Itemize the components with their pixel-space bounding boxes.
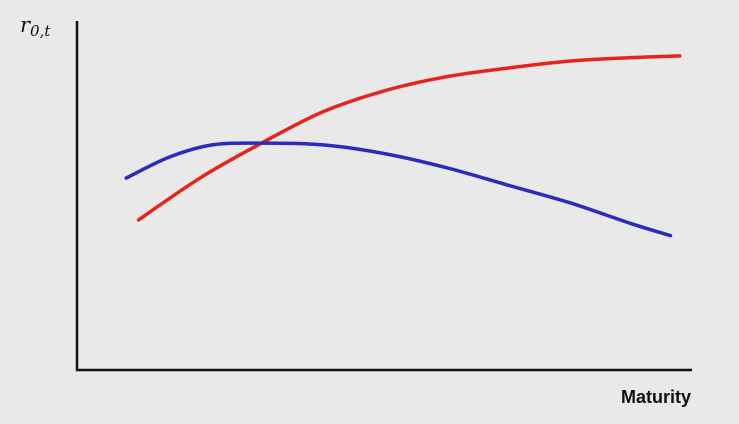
y-axis-label-subscript: 0,t [30,22,51,40]
y-axis-label: r0,t [20,13,51,40]
series-line-2 [124,141,673,238]
series-layer [124,54,682,238]
series-line-1 [136,54,682,222]
y-axis-label-base: r [20,13,32,37]
x-axis-label: Maturity [621,387,691,407]
